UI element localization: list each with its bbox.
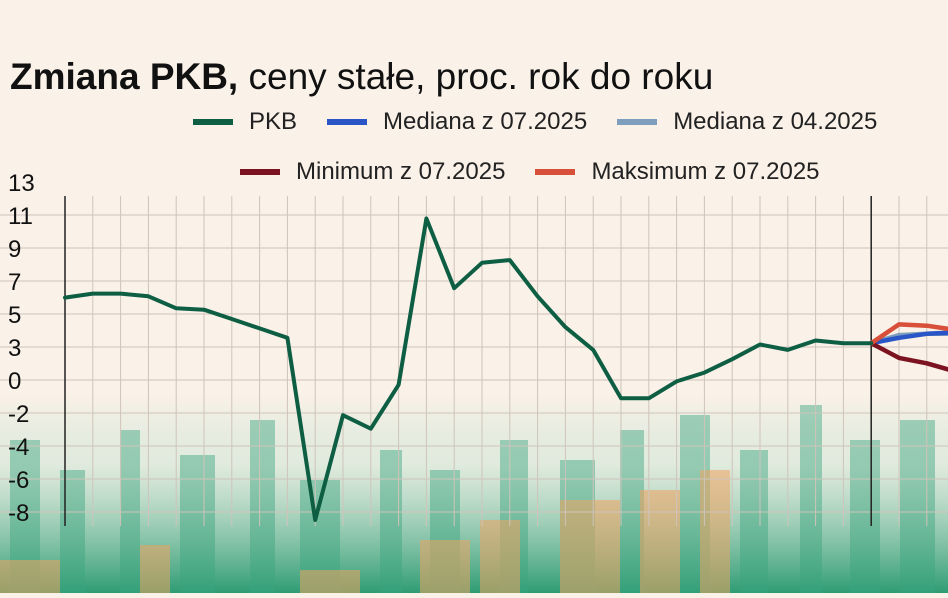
- legend-label-mediana-04: Mediana z 04.2025: [673, 108, 878, 135]
- legend-swatch-minimum: [240, 169, 280, 175]
- legend-item-mediana-07: Mediana z 07.2025: [327, 108, 587, 136]
- decorative-candles: [700, 470, 730, 593]
- decorative-candles: [640, 490, 680, 593]
- legend-item-minimum: Minimum z 07.2025: [240, 158, 505, 186]
- legend-label-pkb: PKB: [249, 108, 298, 135]
- skyline-building: [380, 450, 402, 593]
- y-tick-label: 3: [8, 335, 21, 362]
- legend-label-minimum: Minimum z 07.2025: [296, 158, 506, 185]
- skyline-building: [900, 420, 935, 593]
- chart-title: Zmiana PKB, ceny stałe, proc. rok do rok…: [10, 56, 713, 98]
- legend-item-maksimum: Maksimum z 07.2025: [535, 158, 820, 186]
- skyline-building: [250, 420, 275, 593]
- decorative-candles: [480, 520, 520, 593]
- y-tick-label: -4: [8, 434, 29, 461]
- series-line-minimum-z-07-2025: [868, 340, 948, 372]
- decorative-candles: [140, 545, 170, 593]
- y-tick-label: 9: [8, 236, 21, 263]
- y-tick-label: -2: [8, 401, 29, 428]
- skyline-building: [740, 450, 768, 593]
- legend-row-1: PKB Mediana z 07.2025 Mediana z 04.2025: [193, 108, 907, 136]
- y-tick-label: 11: [8, 203, 33, 230]
- decorative-candles: [560, 500, 620, 593]
- title-rest: ceny stałe, proc. rok do roku: [238, 56, 714, 97]
- decorative-candles: [420, 540, 470, 593]
- series-line-maksimum-z-07-2025: [868, 322, 948, 346]
- title-bold: Zmiana PKB,: [10, 56, 239, 97]
- legend-label-mediana-07: Mediana z 07.2025: [383, 108, 588, 135]
- series-line-pkb: [63, 216, 874, 522]
- skyline-building: [180, 455, 215, 593]
- skyline-building: [60, 470, 85, 593]
- y-tick-label: 0: [8, 368, 21, 395]
- decorative-candles: [300, 570, 360, 593]
- y-tick-label: 13: [8, 170, 35, 197]
- decorative-skyline: [0, 405, 935, 593]
- legend-swatch-mediana-07: [327, 119, 368, 125]
- series-group: [63, 216, 948, 522]
- y-axis-ticks: 13 11 9 7 5 3 0 -2 -4 -6 -8: [8, 170, 35, 527]
- legend-item-mediana-04: Mediana z 04.2025: [617, 108, 877, 136]
- y-tick-label: -8: [8, 500, 29, 527]
- legend-swatch-mediana-04: [617, 119, 658, 125]
- legend-row-2: Minimum z 07.2025 Maksimum z 07.2025: [240, 158, 850, 186]
- legend-swatch-pkb: [193, 119, 233, 125]
- legend-swatch-maksimum: [535, 169, 576, 175]
- series-line-mediana-z-07-2025: [868, 330, 948, 346]
- y-tick-label: 5: [8, 302, 21, 329]
- skyline-building: [800, 405, 822, 593]
- decorative-candles: [0, 560, 60, 593]
- legend-item-pkb: PKB: [193, 108, 297, 136]
- legend-label-maksimum: Maksimum z 07.2025: [591, 158, 820, 185]
- skyline-building: [850, 440, 880, 593]
- y-tick-label: -6: [8, 467, 29, 494]
- y-tick-label: 7: [8, 269, 21, 296]
